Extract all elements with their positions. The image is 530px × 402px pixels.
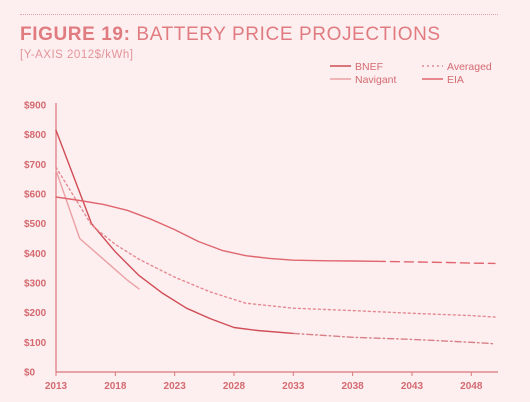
bnef-series-line	[55, 129, 294, 335]
x-tick-label: 2038	[341, 381, 364, 392]
top-rule	[20, 14, 498, 15]
x-tick-label: 2043	[401, 381, 424, 392]
figure-title-lead: FIGURE 19:	[20, 24, 131, 45]
chart-axes	[55, 103, 498, 373]
y-tick-label: $400	[24, 249, 47, 260]
y-axis-ticks: $0 $100 $200 $300 $400 $500 $600 $700 $800 $900	[24, 101, 47, 379]
figure-title-text: BATTERY PRICE PROJECTIONS	[136, 24, 441, 45]
y-tick-label: $900	[24, 101, 47, 112]
navigant-series-line	[55, 169, 140, 290]
figure-title: FIGURE 19: BATTERY PRICE PROJECTIONS	[20, 24, 441, 46]
x-tick-label: 2048	[460, 381, 483, 392]
y-tick-label: $100	[24, 338, 47, 349]
unlabeled-series-line	[292, 332, 496, 345]
x-tick-label: 2023	[164, 381, 187, 392]
legend-label-averaged: Averaged	[447, 61, 492, 73]
y-tick-label: $200	[24, 308, 47, 319]
legend-label-navigant: Navigant	[355, 74, 397, 86]
x-tick-label: 2013	[45, 381, 68, 392]
eia-series-line	[55, 196, 378, 262]
y-tick-label: $300	[24, 279, 47, 290]
legend-label-bnef: BNEF	[355, 61, 383, 73]
x-tick-label: 2028	[223, 381, 246, 392]
eia-series-line-dashed	[375, 260, 496, 265]
y-tick-label: $500	[24, 219, 47, 230]
x-tick-label: 2033	[282, 381, 305, 392]
figure-subtitle: [Y-AXIS 2012$/kWh]	[20, 49, 134, 61]
series-lines	[55, 129, 496, 345]
averaged-series-line	[55, 166, 496, 318]
y-tick-label: $800	[24, 130, 47, 141]
y-tick-label: $700	[24, 160, 47, 171]
y-tick-label: $0	[24, 368, 36, 379]
x-axis-ticks: 2013 2018 2023 2028 2033 2038 2043 2048	[45, 372, 483, 392]
y-tick-label: $600	[24, 190, 47, 201]
x-tick-label: 2018	[104, 381, 127, 392]
legend-label-eia: EIA	[447, 74, 464, 86]
